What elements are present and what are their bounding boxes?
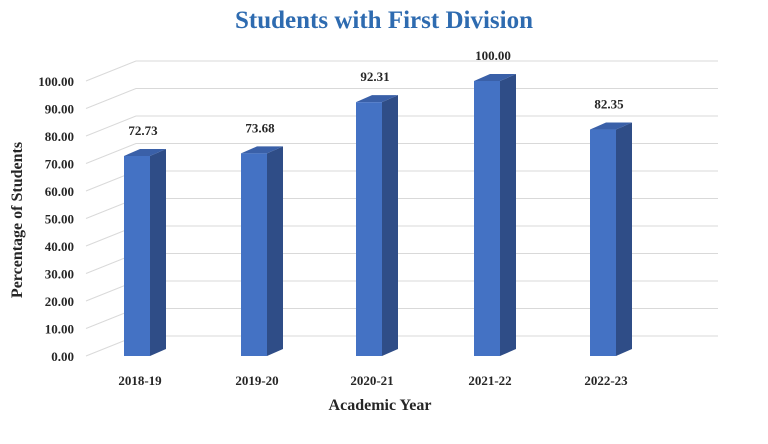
bar-side — [150, 148, 166, 356]
data-label: 92.31 — [360, 69, 389, 84]
bar — [474, 74, 516, 356]
bar-top — [124, 148, 166, 156]
x-tick-label: 2019-20 — [235, 373, 278, 388]
data-label: 100.00 — [475, 48, 511, 63]
y-tick-label: 0.00 — [51, 349, 74, 364]
x-tick-label: 2018-19 — [118, 373, 162, 388]
y-tick-label: 60.00 — [45, 184, 74, 199]
bar-front — [356, 102, 382, 357]
bar-side — [500, 74, 516, 356]
bar-front — [241, 153, 267, 356]
bar-top — [356, 95, 398, 103]
x-tick-label: 2020-21 — [350, 373, 393, 388]
data-labels: 72.73 73.68 92.31 100.00 82.35 — [128, 48, 624, 138]
data-label: 72.73 — [128, 123, 158, 138]
bar-front — [590, 129, 616, 356]
gridline — [85, 143, 718, 164]
bar — [241, 146, 283, 356]
chart-title: Students with First Division — [235, 7, 533, 34]
bar-front — [124, 155, 150, 356]
y-axis-ticks: 0.00 10.00 20.00 30.00 40.00 50.00 60.00 70.00 8… — [38, 74, 74, 364]
bar-side — [267, 146, 283, 356]
x-tick-label: 2021-22 — [468, 373, 511, 388]
x-axis-title: Academic Year — [329, 397, 432, 414]
y-tick-label: 10.00 — [45, 322, 74, 337]
data-label: 73.68 — [245, 120, 275, 135]
bar — [590, 122, 632, 356]
y-tick-label: 80.00 — [45, 129, 74, 144]
y-tick-label: 30.00 — [45, 267, 74, 282]
y-tick-label: 40.00 — [45, 239, 74, 254]
data-label: 82.35 — [594, 97, 624, 112]
gridline — [85, 60, 718, 82]
bar-side — [382, 95, 398, 357]
bar-top — [474, 74, 516, 81]
y-tick-label: 50.00 — [45, 212, 74, 227]
bars — [124, 74, 632, 357]
bar — [356, 95, 398, 357]
gridline — [85, 115, 718, 137]
bar — [124, 148, 166, 356]
y-tick-label: 90.00 — [45, 102, 74, 117]
y-tick-label: 70.00 — [45, 157, 74, 172]
y-tick-label: 100.00 — [38, 74, 74, 89]
x-axis-ticks: 2018-19 2019-20 2020-21 2021-22 2022-23 — [118, 373, 628, 388]
bar-top — [241, 146, 283, 154]
bar-top — [590, 122, 632, 130]
gridline — [85, 88, 718, 109]
bar-side — [616, 122, 632, 356]
bar-front — [474, 81, 500, 356]
y-axis-title: Percentage of Students — [9, 142, 26, 298]
y-tick-label: 20.00 — [45, 294, 74, 309]
x-tick-label: 2022-23 — [584, 373, 628, 388]
